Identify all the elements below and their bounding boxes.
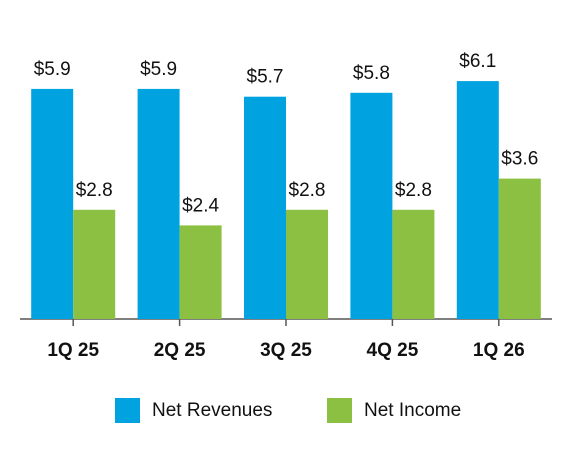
bar [286,209,328,319]
value-label: $3.6 [501,149,538,170]
value-label: $6.1 [459,51,496,72]
x-tick-label: 3Q 25 [260,340,312,361]
value-label: $2.8 [76,180,113,201]
legend-label: Net Revenues [152,400,272,421]
x-tick-label: 1Q 25 [47,340,99,361]
bar [137,88,180,320]
value-label: $5.8 [353,63,390,84]
value-label: $2.8 [289,180,326,201]
bar [456,81,499,319]
value-label: $5.9 [140,59,177,80]
value-label: $5.7 [247,67,284,88]
bar [392,209,435,319]
value-label: $2.4 [182,195,219,216]
x-tick-label: 4Q 25 [367,340,419,361]
bar [244,96,286,319]
bar [350,92,393,319]
legend-swatch [327,398,352,423]
value-label: $2.8 [395,180,432,201]
bar [73,209,116,319]
bar [31,88,74,320]
bar [498,178,541,319]
legend-swatch [115,398,140,423]
bar [179,225,222,319]
value-label: $5.9 [34,59,71,80]
x-tick-label: 2Q 25 [154,340,206,361]
legend-label: Net Income [364,400,461,421]
x-tick-label: 1Q 26 [473,340,525,361]
